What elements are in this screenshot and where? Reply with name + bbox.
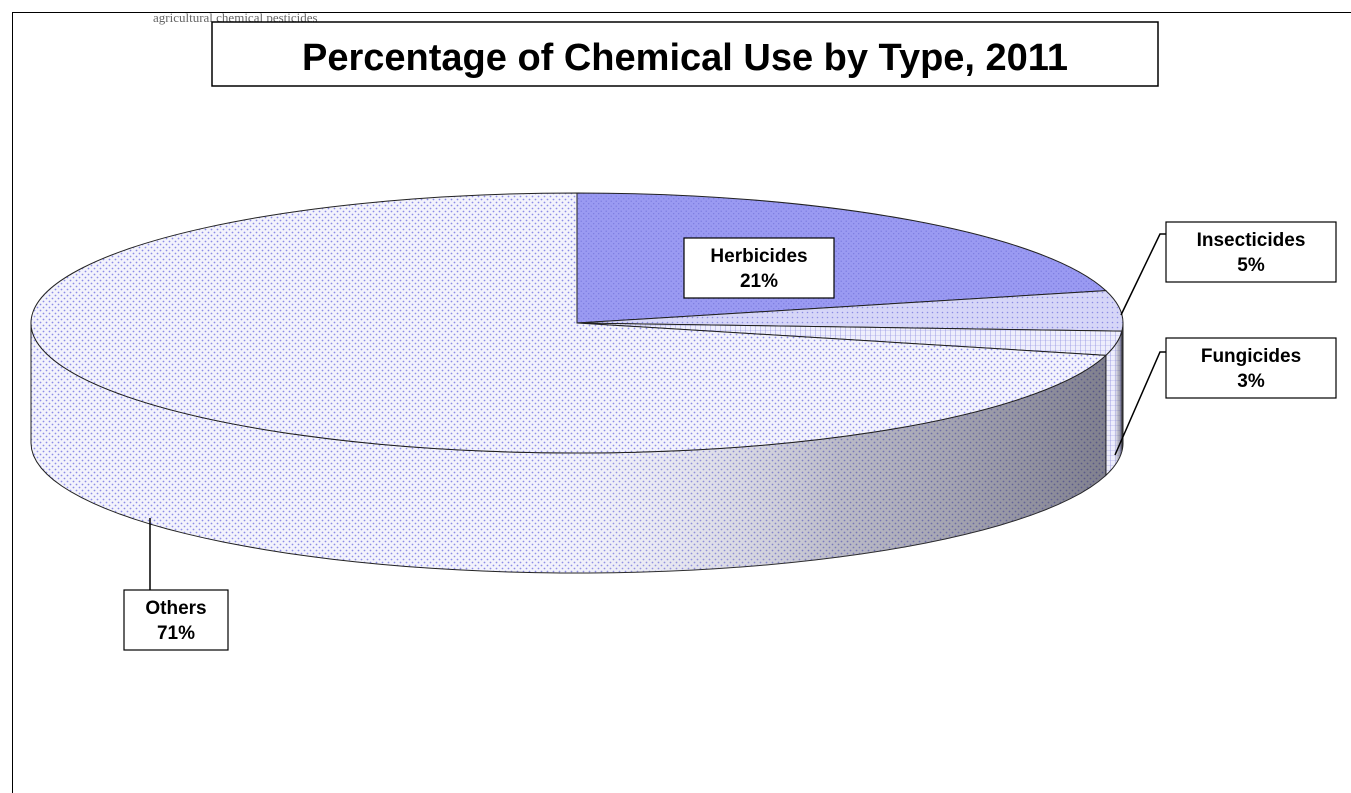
data-label-box-fungicides bbox=[1165, 337, 1337, 399]
leader-line-fungicides bbox=[1114, 351, 1166, 456]
data-label-value-fungicides: 3% bbox=[1237, 371, 1265, 392]
data-label-box-others bbox=[123, 589, 229, 651]
data-label-herbicides: Herbicides 21% bbox=[683, 237, 835, 299]
pie-slice-insecticides bbox=[576, 290, 1124, 332]
chart-title-box: Percentage of Chemical Use by Type, 2011 bbox=[211, 21, 1159, 87]
data-label-box-insecticides bbox=[1165, 221, 1337, 283]
data-label-others: Others 71% bbox=[123, 589, 229, 651]
chart-title: Percentage of Chemical Use by Type, 2011 bbox=[302, 37, 1068, 79]
data-label-insecticides: Insecticides 5% bbox=[1165, 221, 1337, 283]
data-label-fungicides: Fungicides 3% bbox=[1165, 337, 1337, 399]
data-label-name-insecticides: Insecticides bbox=[1197, 230, 1306, 251]
data-label-name-herbicides: Herbicides bbox=[710, 246, 807, 267]
pie-slice-others bbox=[30, 192, 1108, 454]
pie-side-shade-fungicides bbox=[1105, 331, 1122, 476]
leader-line-insecticides bbox=[1120, 233, 1166, 316]
data-label-value-herbicides: 21% bbox=[740, 271, 778, 292]
data-label-value-insecticides: 5% bbox=[1237, 255, 1265, 276]
data-label-value-others: 71% bbox=[157, 623, 195, 644]
data-label-name-fungicides: Fungicides bbox=[1201, 346, 1301, 367]
pie-side-shade-others bbox=[31, 323, 1106, 573]
data-label-box-herbicides bbox=[683, 237, 835, 299]
data-label-name-others: Others bbox=[145, 598, 206, 619]
